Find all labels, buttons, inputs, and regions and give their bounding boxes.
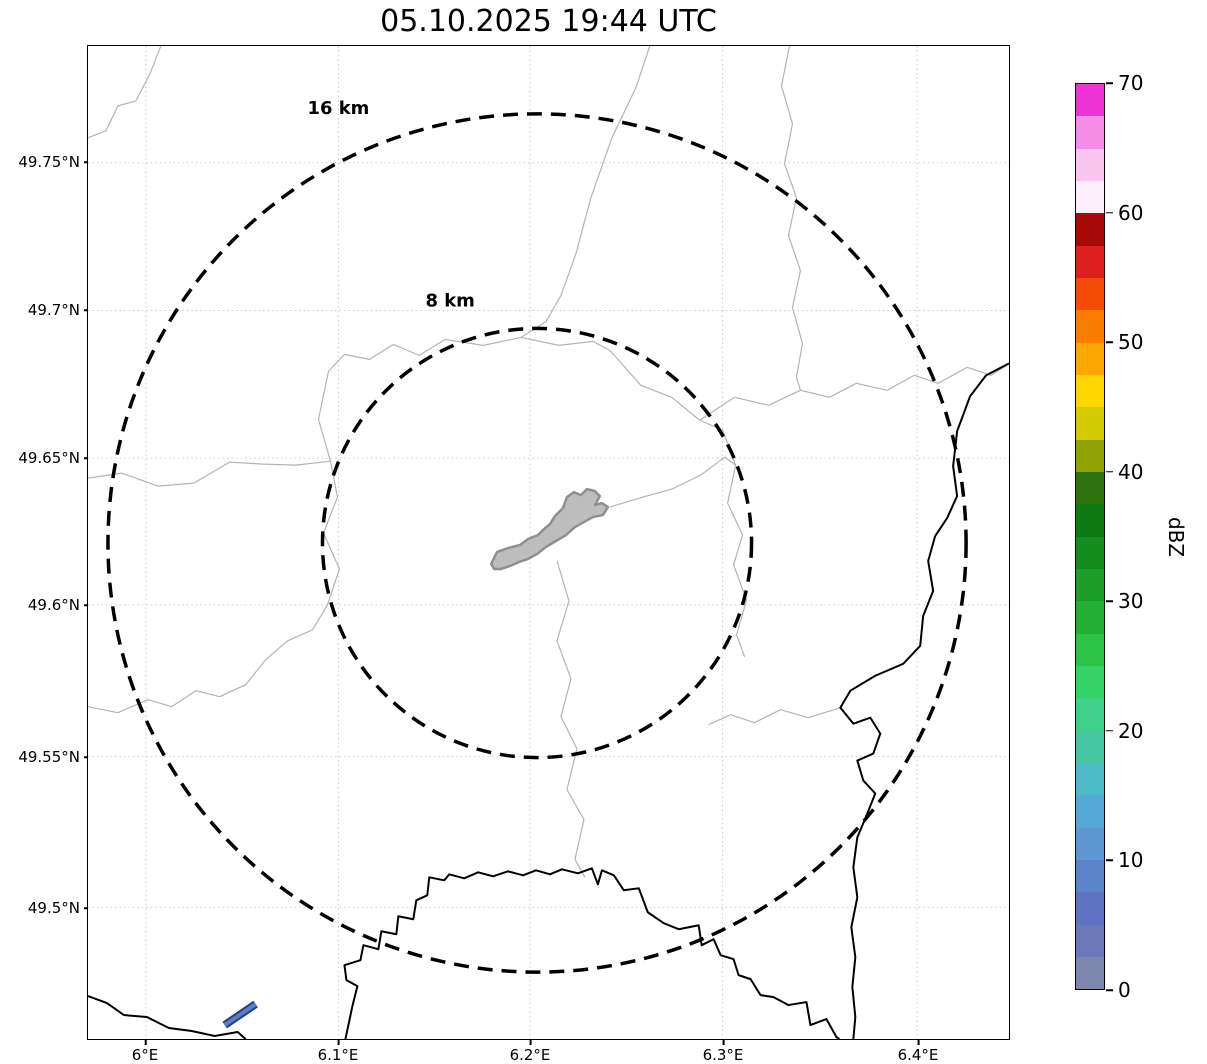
colorbar-segment bbox=[1076, 245, 1104, 278]
x-tick-label: 6.2°E bbox=[509, 1040, 551, 1064]
colorbar-segment bbox=[1076, 471, 1104, 505]
colorbar-segment bbox=[1076, 827, 1104, 860]
colorbar-tick-label: 70 bbox=[1118, 71, 1144, 95]
colorbar-tick-mark bbox=[1106, 341, 1113, 343]
colorbar-segment bbox=[1076, 698, 1104, 731]
colorbar-segment bbox=[1076, 536, 1104, 569]
colorbar-tick-mark bbox=[1106, 470, 1113, 473]
y-tick-label: 49.55°N bbox=[6, 748, 80, 766]
colorbar-tick-mark bbox=[1106, 730, 1113, 732]
range-ring-8km-label: 8 km bbox=[426, 290, 475, 311]
border-east-river bbox=[839, 362, 1009, 1039]
x-tick-label: 6.1°E bbox=[317, 1040, 359, 1064]
colorbar-segment bbox=[1076, 956, 1104, 990]
colorbar-tick-mark bbox=[1106, 82, 1113, 84]
y-tick-label: 49.5°N bbox=[6, 899, 80, 917]
border-southwest bbox=[88, 995, 247, 1039]
colorbar-segment bbox=[1076, 180, 1104, 214]
colorbar bbox=[1075, 83, 1105, 990]
border-south bbox=[343, 867, 840, 1039]
colorbar-tick-label: 10 bbox=[1118, 848, 1144, 873]
colorbar-tick-label: 0 bbox=[1118, 978, 1131, 1002]
colorbar-segment bbox=[1076, 374, 1104, 408]
colorbar-segment bbox=[1076, 342, 1104, 375]
colorbar-tick-label: 40 bbox=[1118, 459, 1144, 484]
colorbar-segment bbox=[1076, 277, 1104, 311]
colorbar-axis-label: dBZ bbox=[1164, 516, 1188, 558]
city-boundary bbox=[489, 487, 610, 571]
colorbar-segment bbox=[1076, 568, 1104, 602]
colorbar-segment bbox=[1076, 633, 1104, 666]
colorbar-segment bbox=[1076, 859, 1104, 893]
y-tick-label: 49.75°N bbox=[6, 153, 80, 171]
colorbar-segment bbox=[1076, 730, 1104, 763]
colorbar-tick-label: 30 bbox=[1118, 589, 1144, 614]
colorbar-ticks: 0 10 20 30 40 50 60 70 bbox=[1106, 0, 1166, 1064]
x-tick-label: 6.3°E bbox=[702, 1040, 744, 1064]
colorbar-segment bbox=[1076, 407, 1104, 440]
radar-echo bbox=[222, 1000, 258, 1029]
y-tick-label: 49.65°N bbox=[6, 449, 80, 467]
range-ring-16km bbox=[106, 112, 968, 974]
range-ring-8km bbox=[320, 326, 754, 760]
colorbar-tick-mark bbox=[1106, 600, 1113, 603]
colorbar-tick-label: 60 bbox=[1118, 200, 1144, 225]
colorbar-tick-label: 50 bbox=[1118, 330, 1144, 355]
range-rings bbox=[106, 112, 968, 974]
range-ring-16km-label: 16 km bbox=[308, 98, 370, 119]
colorbar-tick-mark bbox=[1106, 859, 1113, 862]
colorbar-tick-label: 20 bbox=[1118, 718, 1144, 743]
colorbar-segment bbox=[1076, 148, 1104, 181]
x-tick-label: 6°E bbox=[131, 1040, 159, 1064]
colorbar-segment bbox=[1076, 762, 1104, 796]
colorbar-segment bbox=[1076, 84, 1104, 117]
y-tick-label: 49.7°N bbox=[6, 301, 80, 319]
country-borders bbox=[88, 362, 1009, 1039]
colorbar-segment bbox=[1076, 439, 1104, 472]
map-canvas: 16 km 8 km bbox=[88, 46, 1009, 1039]
colorbar-segment bbox=[1076, 116, 1104, 149]
colorbar-segment bbox=[1076, 924, 1104, 957]
y-tick-label: 49.6°N bbox=[6, 596, 80, 614]
x-tick-label: 6.4°E bbox=[897, 1040, 939, 1064]
colorbar-segment bbox=[1076, 601, 1104, 634]
colorbar-segment bbox=[1076, 504, 1104, 537]
figure-title: 05.10.2025 19:44 UTC bbox=[380, 4, 717, 39]
colorbar-tick-mark bbox=[1106, 989, 1113, 991]
colorbar-segment bbox=[1076, 892, 1104, 925]
colorbar-segment bbox=[1076, 665, 1104, 699]
colorbar-segment bbox=[1076, 213, 1104, 246]
colorbar-segment bbox=[1076, 310, 1104, 343]
colorbar-tick-mark bbox=[1106, 211, 1113, 214]
colorbar-segment bbox=[1076, 795, 1104, 828]
admin-boundaries bbox=[88, 46, 1008, 878]
map-plot: 16 km 8 km bbox=[87, 45, 1010, 1040]
